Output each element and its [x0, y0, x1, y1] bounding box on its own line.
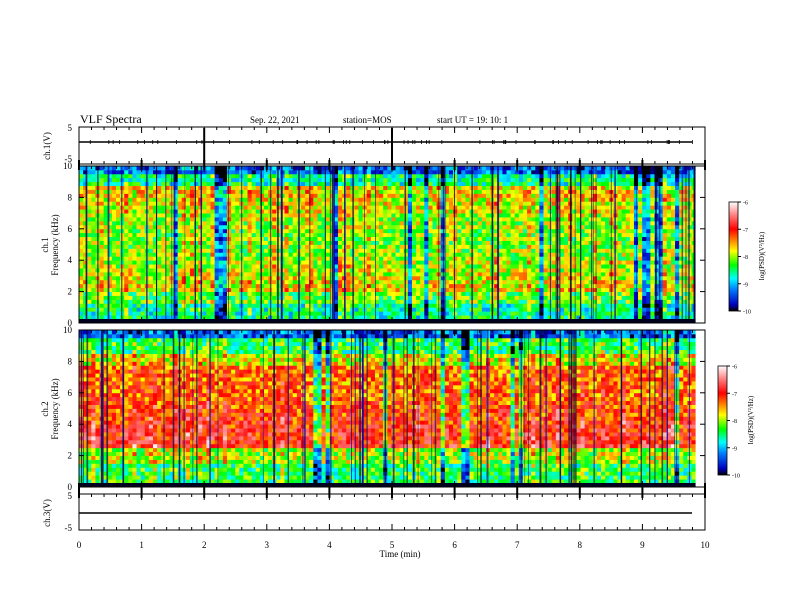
ytick-label: 2 — [68, 287, 73, 297]
station-label: station=MOS — [343, 115, 392, 125]
xtick-label: 6 — [452, 540, 457, 550]
xtick-label: 1 — [139, 540, 144, 550]
xtick-label: 3 — [265, 540, 270, 550]
figure-title: VLF Spectra — [80, 112, 142, 126]
ytick-label: 10 — [63, 161, 73, 171]
ytick-label: 0 — [68, 318, 73, 328]
colorbar-tick: -7 — [732, 392, 737, 398]
ytick-label: 0 — [68, 482, 73, 492]
x-axis-label: Time (min) — [380, 549, 421, 559]
xtick-label: 8 — [578, 540, 583, 550]
xtick-label: 10 — [701, 540, 711, 550]
ch1-ylabel: ch.1(V) — [42, 132, 52, 160]
ytick-label: 6 — [68, 388, 73, 398]
colorbar-tick: -10 — [732, 474, 740, 480]
ytick-label: 4 — [68, 419, 73, 429]
xtick-label: 0 — [77, 540, 82, 550]
colorbar-tick: -8 — [743, 255, 748, 261]
ch2-spectrogram-image — [79, 330, 705, 488]
colorbar-tick: -9 — [732, 446, 737, 452]
colorbar-tick: -9 — [743, 282, 748, 288]
ch1-waveform-spikes — [89, 128, 693, 163]
ch2-spectrogram-channel: ch.2 — [40, 401, 50, 416]
ch1-ytick-5: 5 — [68, 123, 73, 133]
xtick-label: 4 — [327, 540, 332, 550]
xtick-label: 7 — [515, 540, 520, 550]
ch2-colorbar — [717, 365, 728, 476]
ch1-spectrogram-ylabel: Frequency (kHz) — [50, 214, 60, 275]
ch1-spectrogram-panel: 0 2 4 6 8 10 ch.1 Frequency (kHz) -6 -7 -8 -9 -10… — [40, 161, 766, 328]
ytick-label: 2 — [68, 451, 73, 461]
colorbar-tick: -6 — [743, 201, 748, 207]
ytick-label: 8 — [68, 356, 73, 366]
xtick-label: 5 — [390, 540, 395, 550]
xtick-label: 9 — [640, 540, 645, 550]
date-label: Sep. 22, 2021 — [250, 115, 300, 125]
start-ut-label: start UT = 19: 10: 1 — [437, 115, 508, 125]
ch1-spectrogram-channel: ch.1 — [40, 237, 50, 252]
ytick-label: 4 — [68, 255, 73, 265]
colorbar-tick: -7 — [743, 228, 748, 234]
x-axis: 0 1 2 3 4 5 6 7 8 9 10 — [77, 127, 710, 550]
xtick-label: 2 — [202, 540, 207, 550]
ch1-colorbar-label: log(PSD)(V²/Hz) — [758, 231, 766, 280]
colorbar-tick: -10 — [743, 310, 751, 316]
ch2-spectrogram-panel: 0 2 4 6 8 10 ch.2 Frequency (kHz) -6 -7 -8 -9 -10… — [40, 325, 755, 492]
ch3-ylabel: ch.3(V) — [42, 499, 52, 527]
ch3-ytick-neg5: -5 — [65, 523, 73, 533]
ch2-spectrogram-ylabel: Frequency (kHz) — [50, 378, 60, 439]
colorbar-tick: -8 — [732, 419, 737, 425]
ch3-ytick-5: 5 — [68, 491, 73, 501]
ytick-label: 8 — [68, 192, 73, 202]
ch1-spectrogram-image — [79, 166, 705, 324]
ytick-label: 10 — [63, 325, 73, 335]
ch1-colorbar — [728, 201, 739, 312]
ch2-colorbar-label: log(PSD)(V²/Hz) — [747, 395, 755, 444]
colorbar-tick: -6 — [732, 365, 737, 371]
ytick-label: 6 — [68, 224, 73, 234]
ch1-ytick-neg5: -5 — [65, 154, 73, 164]
